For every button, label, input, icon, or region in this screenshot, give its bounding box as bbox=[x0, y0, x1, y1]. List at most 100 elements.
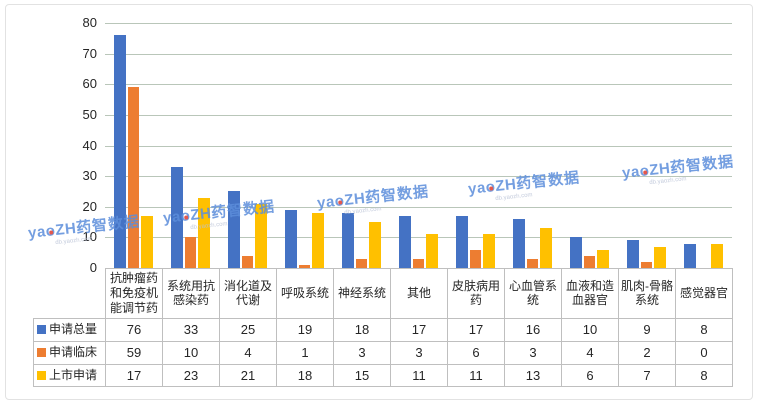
table-category-header: 神经系统 bbox=[333, 268, 390, 318]
watermark-latin-suffix: ZH bbox=[54, 219, 78, 240]
gridline-40 bbox=[105, 145, 732, 147]
table-value-cell: 4 bbox=[219, 340, 276, 364]
bar-上市申请-呼吸系统 bbox=[312, 212, 324, 268]
watermark-latin-suffix: ZH bbox=[494, 175, 518, 196]
watermark-red-dot-icon bbox=[488, 186, 493, 191]
y-tick-label: 30 bbox=[82, 168, 97, 184]
table-value-cell: 0 bbox=[675, 340, 733, 364]
table-value-cell: 11 bbox=[390, 363, 447, 388]
watermark-cn-text: 药智数据 bbox=[75, 213, 141, 237]
y-tick-label: 80 bbox=[82, 15, 97, 30]
watermark-subtext: db.yaozh.com bbox=[55, 236, 93, 247]
bar-上市申请-肌肉-骨骼系统 bbox=[654, 246, 666, 268]
table-category-header: 抗肿瘤药和免疫机能调节药 bbox=[105, 268, 162, 318]
watermark-latin-prefix: ya bbox=[467, 179, 487, 198]
bar-申请临床-血液和造血器官 bbox=[583, 255, 596, 268]
watermark-cn-text: 药智数据 bbox=[210, 198, 276, 222]
watermark-logo-text: yao ZH药智数据 bbox=[621, 150, 735, 183]
y-tick-label: 20 bbox=[82, 198, 97, 214]
yaozh-watermark: yao ZH药智数据 db.yaozh.com bbox=[467, 166, 582, 205]
gridline-50 bbox=[105, 114, 732, 116]
watermark-o-glyph: o bbox=[638, 162, 651, 181]
legend-cell-上市申请: 上市申请 bbox=[33, 363, 105, 388]
table-category-header: 肌肉-骨骼系统 bbox=[618, 268, 675, 318]
bar-申请临床-心血管系统 bbox=[526, 258, 539, 268]
bar-上市申请-感觉器官 bbox=[711, 243, 723, 268]
bar-上市申请-神经系统 bbox=[369, 222, 381, 268]
table-value-cell: 17 bbox=[447, 317, 504, 341]
watermark-subtext: db.yaozh.com bbox=[344, 206, 382, 217]
watermark-latin-prefix: ya bbox=[27, 223, 47, 242]
bar-申请总量-血液和造血器官 bbox=[570, 237, 582, 268]
bar-申请总量-肌肉-骨骼系统 bbox=[627, 240, 639, 268]
bar-申请临床-呼吸系统 bbox=[298, 264, 311, 268]
watermark-red-dot-icon bbox=[48, 230, 53, 235]
legend-label: 申请临床 bbox=[49, 345, 98, 360]
legend-swatch-上市申请 bbox=[37, 370, 46, 380]
table-value-cell: 4 bbox=[561, 340, 618, 364]
watermark-o-glyph: o bbox=[484, 178, 497, 197]
bar-申请临床-皮肤病用药 bbox=[469, 249, 482, 268]
yaozh-watermark: yao ZH药智数据 db.yaozh.com bbox=[621, 150, 736, 189]
yaozh-watermark: yao ZH药智数据 db.yaozh.com bbox=[162, 195, 277, 234]
gridline-10 bbox=[105, 237, 732, 239]
table-category-header: 呼吸系统 bbox=[276, 268, 333, 318]
table-category-header: 血液和造血器官 bbox=[561, 268, 618, 318]
table-value-cell: 18 bbox=[333, 317, 390, 341]
y-tick-label: 10 bbox=[82, 229, 97, 245]
table-category-header: 感觉器官 bbox=[675, 268, 733, 318]
table-value-cell: 76 bbox=[105, 317, 162, 341]
watermark-cn-text: 药智数据 bbox=[515, 169, 581, 193]
watermark-latin-prefix: ya bbox=[621, 163, 641, 182]
table-value-cell: 33 bbox=[162, 317, 219, 341]
table-value-cell: 17 bbox=[105, 363, 162, 388]
bar-申请总量-系统用抗感染药 bbox=[171, 166, 183, 268]
watermark-red-dot-icon bbox=[183, 215, 188, 220]
table-value-cell: 16 bbox=[504, 317, 561, 341]
bar-上市申请-抗肿瘤药和免疫机能调节药 bbox=[141, 215, 153, 268]
gridline-20 bbox=[105, 206, 732, 208]
bar-上市申请-心血管系统 bbox=[540, 228, 552, 268]
table-value-cell: 3 bbox=[333, 340, 390, 364]
watermark-subtext: db.yaozh.com bbox=[190, 221, 228, 232]
gridline-60 bbox=[105, 84, 732, 86]
watermark-o-glyph: o bbox=[333, 192, 346, 211]
watermark-latin-suffix: ZH bbox=[343, 189, 367, 210]
table-value-cell: 25 bbox=[219, 317, 276, 341]
gridline-80 bbox=[105, 23, 732, 24]
bar-申请总量-抗肿瘤药和免疫机能调节药 bbox=[114, 35, 126, 268]
y-tick-label: 60 bbox=[82, 76, 97, 92]
table-category-header: 消化道及代谢 bbox=[219, 268, 276, 318]
table-value-cell: 8 bbox=[675, 363, 733, 388]
watermark-red-dot-icon bbox=[642, 170, 647, 175]
yaozh-watermark: yao ZH药智数据 db.yaozh.com bbox=[316, 180, 431, 219]
watermark-latin-suffix: ZH bbox=[648, 159, 672, 180]
table-value-cell: 2 bbox=[618, 340, 675, 364]
watermark-subtext: db.yaozh.com bbox=[649, 176, 687, 187]
y-tick-label: 0 bbox=[89, 260, 97, 275]
bar-申请总量-呼吸系统 bbox=[285, 209, 297, 268]
table-value-cell: 6 bbox=[561, 363, 618, 388]
bar-申请总量-皮肤病用药 bbox=[456, 215, 468, 268]
bar-上市申请-其他 bbox=[426, 234, 438, 268]
table-value-cell: 1 bbox=[276, 340, 333, 364]
watermark-logo-text: yao ZH药智数据 bbox=[162, 195, 276, 228]
table-value-cell: 17 bbox=[390, 317, 447, 341]
watermark-red-dot-icon bbox=[337, 200, 342, 205]
legend-swatch-申请总量 bbox=[37, 325, 46, 335]
table-value-cell: 59 bbox=[105, 340, 162, 364]
bar-申请总量-感觉器官 bbox=[684, 243, 696, 268]
y-tick-label: 70 bbox=[82, 45, 97, 61]
watermark-cn-text: 药智数据 bbox=[669, 153, 735, 177]
watermark-latin-prefix: ya bbox=[162, 208, 182, 227]
table-value-cell: 10 bbox=[561, 317, 618, 341]
watermark-subtext: db.yaozh.com bbox=[495, 192, 533, 203]
watermark-logo-text: yao ZH药智数据 bbox=[316, 180, 430, 213]
bar-申请临床-系统用抗感染药 bbox=[184, 237, 197, 268]
table-category-header: 心血管系统 bbox=[504, 268, 561, 318]
bar-申请临床-神经系统 bbox=[355, 258, 368, 268]
